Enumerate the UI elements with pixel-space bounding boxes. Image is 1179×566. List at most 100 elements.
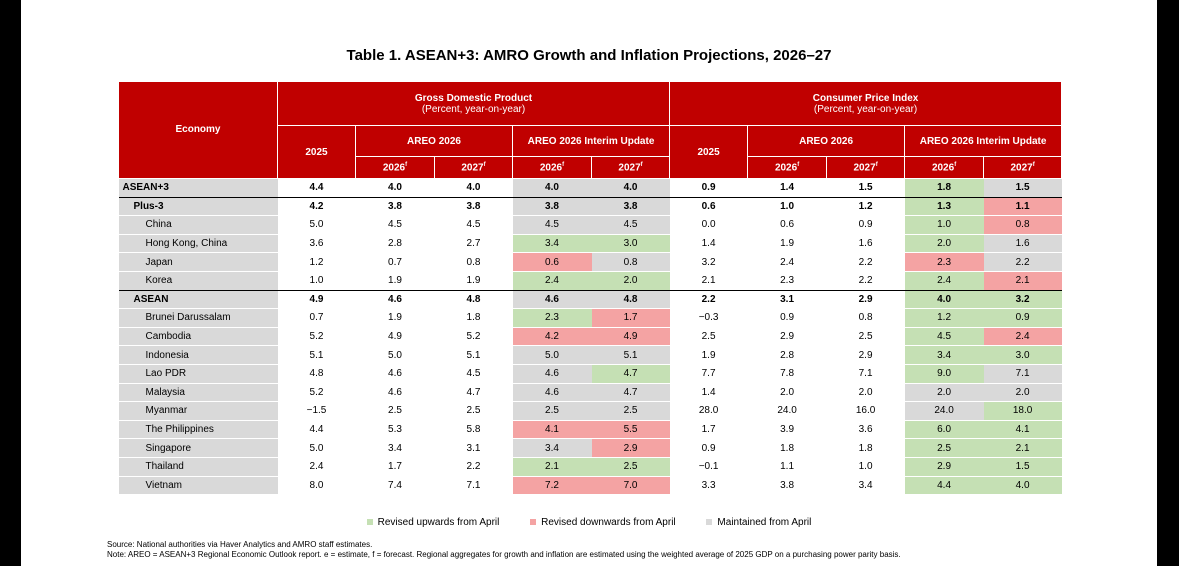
- economy-name: Lao PDR: [118, 363, 278, 384]
- value-cell: 2.0: [904, 233, 984, 253]
- abbrev-note: Note: AREO = ASEAN+3 Regional Economic O…: [107, 550, 901, 559]
- value-cell: 4.0: [904, 289, 984, 309]
- value-cell: 7.1: [434, 475, 513, 495]
- value-cell: 7.4: [355, 475, 435, 495]
- table-title: Table 1. ASEAN+3: AMRO Growth and Inflat…: [346, 47, 832, 64]
- value-cell: 4.5: [591, 215, 670, 235]
- value-cell: 18.0: [983, 401, 1062, 421]
- value-cell: 4.9: [591, 326, 670, 346]
- table-row: Plus-3 4.2 3.8 3.8 3.8 3.8 0.6 1.0 1.2 1.3 1.1: [118, 196, 1062, 216]
- table-row: Brunei Darussalam 0.7 1.9 1.8 2.3 1.7 −0.3 0.9 0…: [118, 308, 1062, 328]
- value-cell: 4.4: [904, 475, 984, 495]
- value-cell: 1.7: [355, 456, 435, 476]
- economy-header: Economy: [118, 81, 278, 179]
- value-cell: 0.9: [747, 308, 827, 328]
- year-header: 2026f: [904, 156, 985, 179]
- value-cell: 4.8: [434, 289, 513, 309]
- value-cell: 5.1: [434, 345, 513, 365]
- value-cell: 3.6: [277, 233, 356, 253]
- value-cell: 2.3: [904, 252, 984, 272]
- value-cell: 4.0: [983, 475, 1062, 495]
- table-row: Singapore 5.0 3.4 3.1 3.4 2.9 0.9 1.8 1.8 2.5 2.1: [118, 438, 1062, 458]
- gdp-subtitle: (Percent, year-on-year): [421, 103, 526, 115]
- value-cell: 4.9: [277, 289, 356, 309]
- value-cell: 5.1: [591, 345, 670, 365]
- value-cell: 28.0: [669, 401, 748, 421]
- value-cell: 8.0: [277, 475, 356, 495]
- value-cell: −1.5: [277, 401, 356, 421]
- value-cell: 5.3: [355, 419, 435, 439]
- table-row: Japan 1.2 0.7 0.8 0.6 0.8 3.2 2.4 2.2 2.3 2.2: [118, 252, 1062, 272]
- value-cell: 7.8: [747, 363, 827, 384]
- value-cell: 2.2: [669, 289, 748, 309]
- value-cell: 2.2: [983, 252, 1062, 272]
- value-cell: 0.9: [826, 215, 905, 235]
- value-cell: 3.8: [434, 196, 513, 216]
- value-cell: 0.8: [591, 252, 670, 272]
- value-cell: 3.0: [983, 345, 1062, 365]
- value-cell: 3.0: [591, 233, 670, 253]
- table-row: Cambodia 5.2 4.9 5.2 4.2 4.9 2.5 2.9 2.5 4.5 2.4: [118, 326, 1062, 346]
- economy-name: Thailand: [118, 456, 278, 476]
- value-cell: 2.4: [904, 270, 984, 291]
- value-cell: 2.4: [512, 270, 592, 291]
- value-cell: 2.1: [512, 456, 592, 476]
- value-cell: 4.5: [904, 326, 984, 346]
- value-cell: 1.6: [983, 233, 1062, 253]
- table-row: China 5.0 4.5 4.5 4.5 4.5 0.0 0.6 0.9 1.0 0.8: [118, 215, 1062, 235]
- value-cell: 5.0: [277, 438, 356, 458]
- value-cell: 3.4: [826, 475, 905, 495]
- value-cell: 5.2: [434, 326, 513, 346]
- value-cell: 6.0: [904, 419, 984, 439]
- legend-down-swatch: [530, 519, 537, 526]
- value-cell: 1.4: [669, 382, 748, 402]
- value-cell: 7.1: [826, 363, 905, 384]
- value-cell: 4.1: [512, 419, 592, 439]
- value-cell: 4.2: [512, 326, 592, 346]
- value-cell: 3.3: [669, 475, 748, 495]
- value-cell: 1.8: [904, 178, 984, 198]
- value-cell: 2.5: [512, 401, 592, 421]
- value-cell: 1.4: [669, 233, 748, 253]
- value-cell: 4.5: [512, 215, 592, 235]
- table-row: Korea 1.0 1.9 1.9 2.4 2.0 2.1 2.3 2.2 2.4 2.1: [118, 270, 1062, 291]
- value-cell: 4.5: [434, 363, 513, 384]
- cpi-subtitle: (Percent, year-on-year): [813, 103, 918, 115]
- value-cell: 4.6: [355, 363, 435, 384]
- value-cell: 0.9: [669, 178, 748, 198]
- value-cell: 1.0: [277, 270, 356, 291]
- value-cell: 1.2: [277, 252, 356, 272]
- value-cell: 4.4: [277, 419, 356, 439]
- value-cell: 2.2: [434, 456, 513, 476]
- value-cell: 2.9: [904, 456, 984, 476]
- year-header: 2026f: [355, 156, 435, 179]
- cpi-interim-header: AREO 2026 Interim Update: [904, 125, 1063, 157]
- value-cell: 2.5: [669, 326, 748, 346]
- legend-up: Revised upwards from April: [366, 517, 499, 528]
- value-cell: 4.8: [591, 289, 670, 309]
- value-cell: 2.5: [826, 326, 905, 346]
- value-cell: 3.4: [512, 438, 592, 458]
- value-cell: 1.4: [747, 178, 827, 198]
- value-cell: 3.6: [826, 419, 905, 439]
- year-header: 2027f: [983, 156, 1063, 179]
- value-cell: 4.9: [355, 326, 435, 346]
- economy-name: Singapore: [118, 438, 278, 458]
- gdp-title: Gross Domestic Product: [414, 92, 533, 104]
- gdp-2025-header: 2025: [277, 125, 356, 179]
- value-cell: 4.6: [512, 363, 592, 384]
- value-cell: 1.0: [904, 215, 984, 235]
- value-cell: 4.6: [512, 382, 592, 402]
- economy-name: Indonesia: [118, 345, 278, 365]
- value-cell: 4.5: [355, 215, 435, 235]
- value-cell: 0.6: [669, 196, 748, 216]
- value-cell: 1.3: [904, 196, 984, 216]
- economy-name: Brunei Darussalam: [118, 308, 278, 328]
- value-cell: 2.1: [983, 438, 1062, 458]
- value-cell: 2.4: [747, 252, 827, 272]
- value-cell: 2.9: [826, 345, 905, 365]
- economy-name: ASEAN: [118, 289, 278, 309]
- value-cell: 1.1: [747, 456, 827, 476]
- value-cell: 4.0: [512, 178, 592, 198]
- table-row: ASEAN 4.9 4.6 4.8 4.6 4.8 2.2 3.1 2.9 4.0 3.2: [118, 289, 1062, 309]
